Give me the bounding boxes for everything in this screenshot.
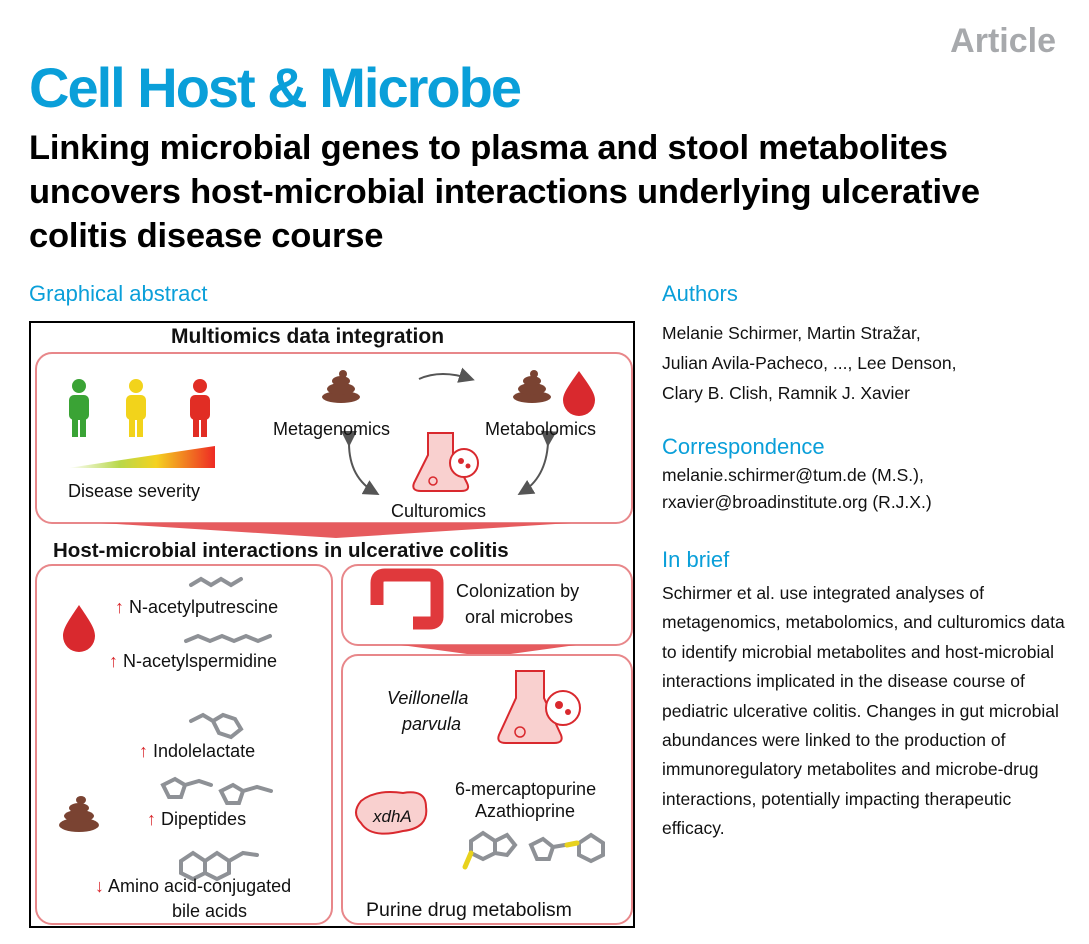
journal-title: Cell Host & Microbe	[29, 56, 522, 119]
in-brief-text: Schirmer et al. use integrated analyses …	[662, 583, 1065, 839]
graphical-abstract-art	[35, 352, 633, 925]
author-line: Melanie Schirmer, Martin Stražar,	[662, 323, 921, 343]
authors-list: Melanie Schirmer, Martin Stražar, Julian…	[662, 318, 1072, 408]
person-icon-moderate	[126, 379, 146, 437]
disease-severity-label: Disease severity	[68, 481, 201, 501]
host-microbial-title: Host-microbial interactions in ulcerativ…	[53, 539, 509, 562]
authors-heading: Authors	[662, 281, 738, 306]
in-brief-heading: In brief	[662, 547, 730, 572]
funnel-band	[101, 523, 571, 538]
molecule-icon	[160, 776, 273, 805]
bacterium-icon	[355, 791, 428, 835]
graphical-abstract: Multiomics data integration Disease seve…	[29, 321, 635, 928]
article-label: Article	[950, 22, 1056, 60]
molecule-icon	[189, 576, 243, 588]
metabolite-item: ↓ Amino acid-conjugated	[95, 876, 292, 896]
flask-icon	[412, 432, 479, 492]
purine-caption: Purine drug metabolism	[366, 899, 572, 921]
colonization-label-line2: oral microbes	[465, 607, 574, 627]
colonization-label-line1: Colonization by	[456, 581, 580, 601]
arrow-icon	[517, 430, 557, 496]
metabolite-item: ↑ N-acetylspermidine	[109, 651, 278, 671]
arrow-icon	[340, 430, 380, 495]
metabolite-item: ↑ N-acetylputrescine	[115, 597, 279, 617]
metabolite-item: ↑ Dipeptides	[147, 809, 247, 829]
person-icon-healthy	[69, 379, 89, 437]
graphical-abstract-heading: Graphical abstract	[29, 281, 208, 306]
sulfur-atom	[462, 850, 474, 870]
species-name-line1: Veillonella	[387, 688, 469, 708]
molecule-icon	[184, 633, 272, 644]
metabolites-panel	[35, 564, 333, 925]
metagenomics-label: Metagenomics	[273, 419, 391, 439]
drug-name: Azathioprine	[475, 801, 576, 821]
flask-icon	[497, 670, 581, 744]
metabolite-item: ↑ Indolelactate	[139, 741, 256, 761]
correspondence-heading: Correspondence	[662, 434, 825, 459]
culturomics-label: Culturomics	[391, 501, 487, 521]
email-link[interactable]: melanie.schirmer@tum.de (M.S.),	[662, 465, 924, 485]
species-name-line2: parvula	[402, 714, 462, 734]
author-line: Clary B. Clish, Ramnik J. Xavier	[662, 383, 910, 403]
stool-icon	[322, 370, 360, 403]
arrow-icon	[418, 367, 475, 383]
molecule-icon	[179, 850, 259, 882]
correspondence-list: melanie.schirmer@tum.de (M.S.), rxavier@…	[662, 462, 1072, 516]
stool-icon	[59, 796, 99, 832]
blood-drop-icon	[63, 605, 95, 652]
severity-gradient	[68, 446, 215, 468]
blood-drop-icon	[563, 371, 595, 416]
drug-name: 6-mercaptopurine	[455, 779, 597, 799]
paper-title: Linking microbial genes to plasma and st…	[29, 129, 980, 255]
person-icon-severe	[190, 379, 210, 437]
colon-icon	[370, 568, 444, 630]
email-link[interactable]: rxavier@broadinstitute.org (R.J.X.)	[662, 492, 932, 512]
stool-icon	[513, 370, 551, 403]
sulfur-atom	[564, 840, 580, 848]
gene-label: xdhA	[373, 807, 412, 826]
author-line: Julian Avila-Pacheco, ..., Lee Denson,	[662, 353, 957, 373]
metabolite-item-continued: bile acids	[172, 901, 248, 921]
funnel-band	[401, 645, 576, 657]
multiomics-title: Multiomics data integration	[171, 325, 445, 348]
metabolomics-label: Metabolomics	[485, 419, 597, 439]
molecule-icon	[189, 712, 244, 740]
